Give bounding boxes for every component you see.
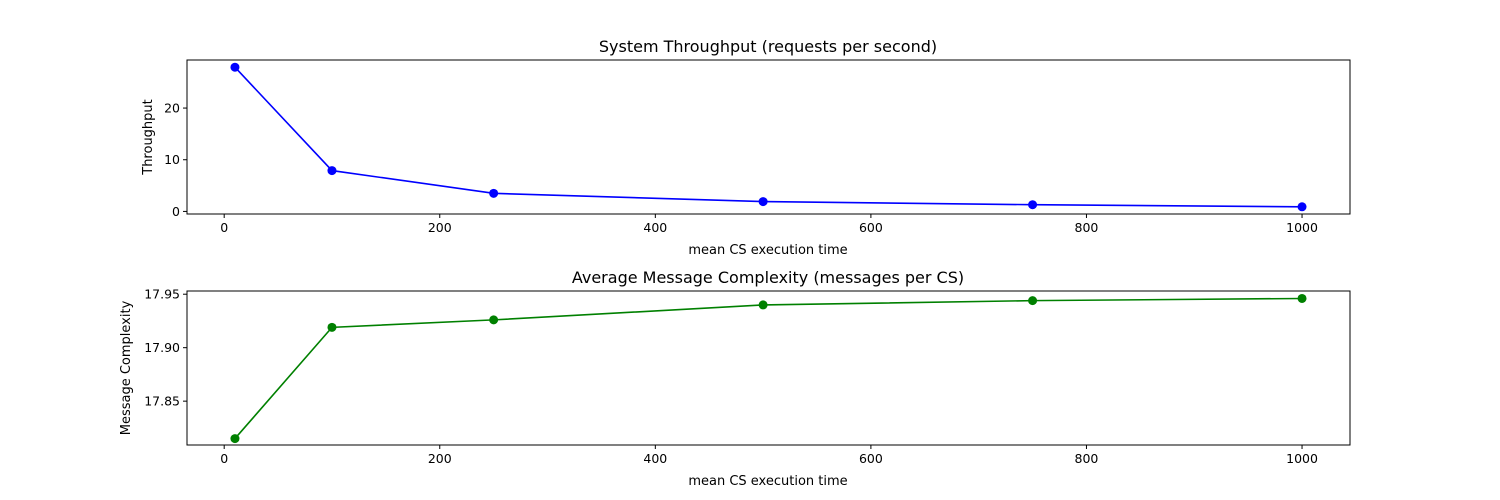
x-tick-label: 1000 xyxy=(1286,451,1318,466)
data-point xyxy=(489,188,499,198)
plot-frame xyxy=(186,59,1351,215)
data-point xyxy=(230,62,240,72)
series-line xyxy=(234,66,1303,208)
y-ticks: 17.85 17.90 17.95 xyxy=(144,287,187,409)
chart-title: System Throughput (requests per second) xyxy=(599,37,937,56)
chart-title: Average Message Complexity (messages per… xyxy=(572,268,964,287)
x-tick-label: 600 xyxy=(859,451,883,466)
data-point xyxy=(758,197,768,207)
y-axis-label: Throughput xyxy=(141,99,156,176)
x-tick-label: 1000 xyxy=(1286,220,1318,235)
data-point xyxy=(1028,296,1038,306)
x-tick-label: 0 xyxy=(220,451,228,466)
y-ticks: 0 10 20 xyxy=(164,101,187,219)
y-tick-label: 0 xyxy=(172,204,180,219)
message-complexity-chart: Average Message Complexity (messages per… xyxy=(119,268,1351,489)
plot-area xyxy=(230,293,1307,444)
x-tick-label: 600 xyxy=(859,220,883,235)
x-tick-label: 200 xyxy=(428,220,452,235)
y-tick-label: 17.95 xyxy=(144,287,180,302)
data-point xyxy=(230,434,240,444)
y-tick-label: 20 xyxy=(164,101,180,116)
x-axis-label: mean CS execution time xyxy=(688,243,847,258)
x-tick-label: 200 xyxy=(428,451,452,466)
x-ticks: 0 200 400 600 800 1000 xyxy=(220,445,1318,466)
series-line xyxy=(234,297,1303,440)
data-point xyxy=(1028,200,1038,210)
y-tick-label: 17.85 xyxy=(144,394,180,409)
x-axis-label: mean CS execution time xyxy=(688,474,847,489)
data-point xyxy=(489,315,499,325)
data-point xyxy=(1297,293,1307,303)
y-tick-label: 17.90 xyxy=(144,340,180,355)
data-point xyxy=(327,322,337,332)
x-ticks: 0 200 400 600 800 1000 xyxy=(220,214,1318,235)
y-axis-label: Message Complexity xyxy=(119,300,134,435)
throughput-chart: System Throughput (requests per second) … xyxy=(141,37,1351,258)
x-tick-label: 0 xyxy=(220,220,228,235)
x-tick-label: 400 xyxy=(643,220,667,235)
plot-frame xyxy=(186,290,1351,446)
data-point xyxy=(1297,202,1307,212)
y-tick-label: 10 xyxy=(164,152,180,167)
x-tick-label: 800 xyxy=(1075,220,1099,235)
x-tick-label: 800 xyxy=(1075,451,1099,466)
data-point xyxy=(327,166,337,176)
data-point xyxy=(758,300,768,310)
plot-area xyxy=(230,62,1307,212)
x-tick-label: 400 xyxy=(643,451,667,466)
